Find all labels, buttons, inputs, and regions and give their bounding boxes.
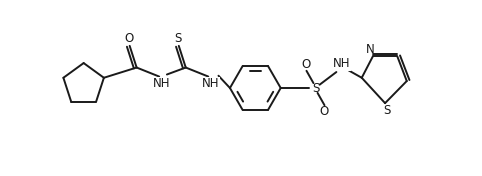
Text: O: O: [320, 105, 329, 118]
Text: O: O: [302, 58, 311, 71]
Text: NH: NH: [333, 57, 350, 70]
Text: N: N: [366, 43, 375, 56]
Text: S: S: [174, 32, 182, 45]
Text: S: S: [384, 104, 391, 117]
Text: S: S: [312, 81, 319, 95]
Text: NH: NH: [201, 77, 219, 90]
Text: O: O: [124, 32, 134, 45]
Text: NH: NH: [152, 77, 170, 90]
